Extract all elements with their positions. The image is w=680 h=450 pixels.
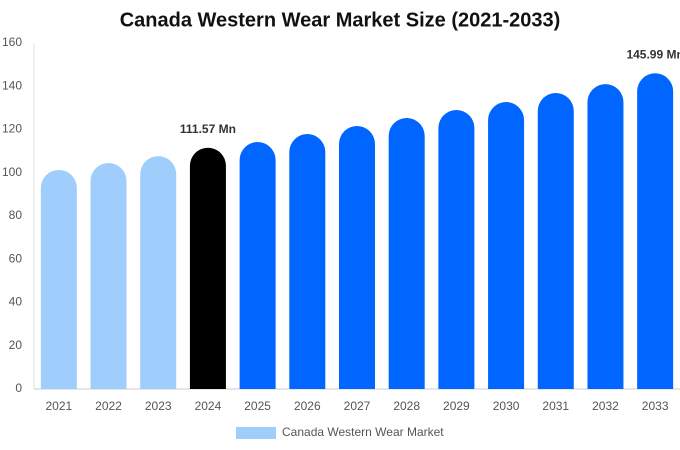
value-label: 145.99 Mn [626, 47, 680, 61]
value-label: 111.57 Mn [180, 122, 236, 136]
x-tick-label: 2026 [294, 399, 321, 413]
y-tick-label: 20 [9, 338, 23, 352]
bar [239, 142, 276, 389]
bar [90, 163, 127, 389]
bar [140, 156, 177, 389]
bar [388, 118, 425, 389]
x-tick-label: 2029 [443, 399, 470, 413]
legend-swatch [236, 427, 276, 439]
chart-title: Canada Western Wear Market Size (2021-20… [120, 9, 561, 31]
x-tick-label: 2024 [195, 399, 222, 413]
y-tick-label: 160 [2, 35, 22, 49]
x-tick-label: 2021 [45, 399, 72, 413]
bar [488, 102, 525, 390]
x-tick-label: 2028 [393, 399, 420, 413]
x-tick-label: 2031 [542, 399, 569, 413]
y-tick-label: 100 [2, 165, 22, 179]
x-tick-label: 2023 [145, 399, 172, 413]
bar [40, 169, 77, 389]
y-tick-label: 80 [9, 208, 23, 222]
x-tick-label: 2030 [493, 399, 520, 413]
x-tick-label: 2032 [592, 399, 619, 413]
bar [587, 84, 624, 390]
x-tick-label: 2022 [95, 399, 122, 413]
bar [537, 92, 574, 390]
bar [289, 134, 326, 389]
bar [189, 147, 226, 389]
legend-label: Canada Western Wear Market [282, 425, 444, 439]
x-tick-label: 2033 [642, 399, 669, 413]
y-tick-label: 60 [9, 251, 23, 265]
bar [438, 110, 475, 389]
x-tick-label: 2027 [344, 399, 371, 413]
y-tick-label: 120 [2, 122, 22, 136]
y-tick-label: 0 [15, 381, 22, 395]
y-tick-label: 40 [9, 295, 23, 309]
bar [637, 73, 674, 389]
bar [339, 126, 375, 390]
y-tick-label: 140 [2, 78, 22, 92]
x-tick-label: 2025 [244, 399, 271, 413]
